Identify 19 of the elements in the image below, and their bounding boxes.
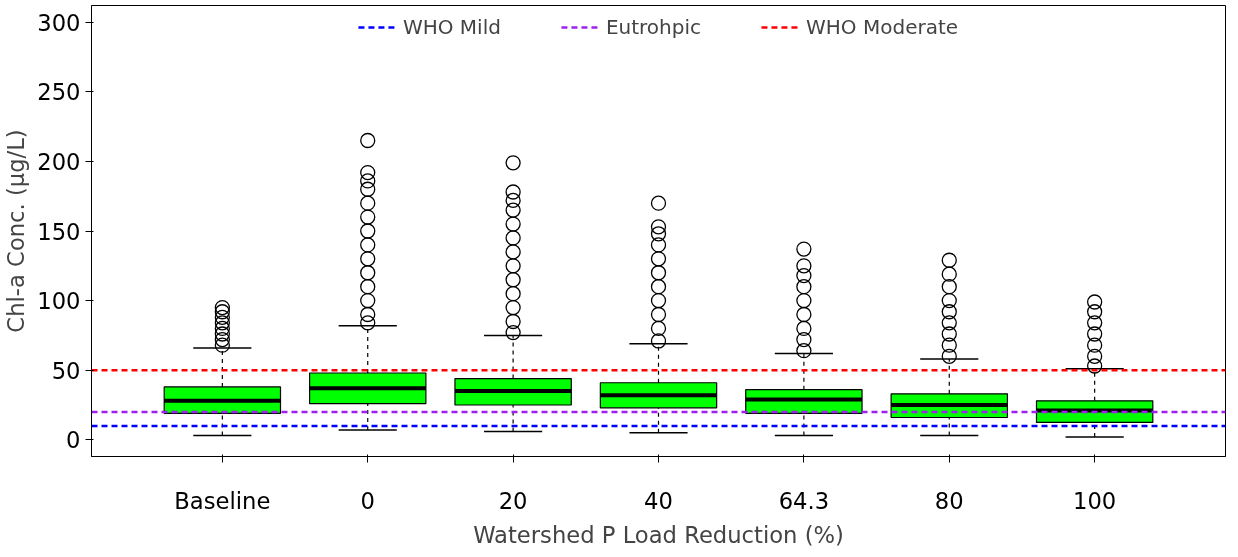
x-tick-label: 40 [644, 487, 673, 514]
legend-label: WHO Moderate [806, 15, 959, 39]
x-tick-label: 0 [360, 487, 375, 514]
x-tick-label: 80 [934, 487, 964, 514]
y-tick-label: 100 [37, 288, 81, 315]
x-tick-label: 20 [498, 487, 528, 514]
x-tick-label: Baseline [174, 487, 271, 514]
y-tick-label: 200 [37, 148, 81, 175]
x-axis-title: Watershed P Load Reduction (%) [473, 521, 844, 548]
x-tick-label: 64.3 [778, 487, 830, 514]
y-axis-title: Chl-a Conc. (µg/L) [3, 129, 30, 333]
y-tick-label: 300 [37, 9, 81, 36]
legend-label: Eutrohpic [605, 15, 702, 39]
legend-label: WHO Mild [402, 15, 501, 39]
y-tick-label: 0 [66, 427, 81, 454]
y-tick-label: 250 [37, 79, 81, 106]
y-tick-label: 150 [37, 218, 81, 245]
y-tick-label: 50 [51, 357, 81, 384]
x-tick-label: 100 [1073, 487, 1117, 514]
